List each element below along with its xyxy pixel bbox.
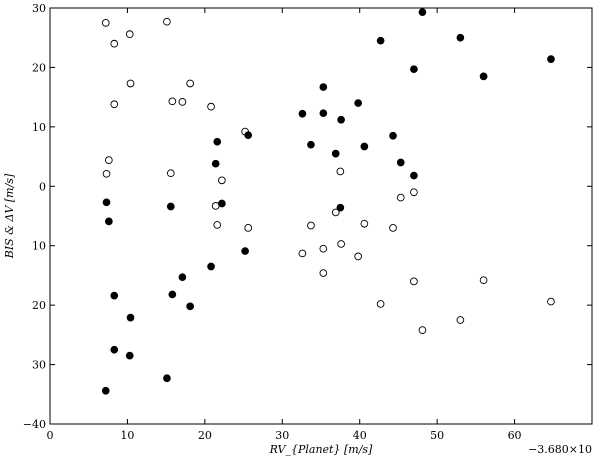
filled-circle-point [337, 115, 345, 124]
open-circle-point [410, 277, 418, 286]
filled-circle-point [104, 217, 113, 226]
y-tick-label: 30 [32, 2, 46, 15]
x-tick-label: 50 [430, 429, 444, 442]
filled-circle-point [410, 171, 418, 180]
filled-circle-point [354, 99, 363, 107]
axis-ticks: 0 10 20 30 40 50 60 −40 30 20 10 0 10 20 30 [23, 2, 593, 442]
filled-circle-point [479, 72, 488, 81]
filled-circle-point [125, 351, 134, 360]
filled-circle-point [101, 386, 110, 395]
open-circle-point [213, 221, 222, 229]
filled-circle-point [418, 8, 427, 17]
open-circle-point [126, 79, 135, 88]
open-circle-point [168, 97, 177, 106]
open-circle-point [102, 169, 111, 178]
filled-circle-point [319, 83, 328, 91]
open-circle-point [110, 100, 119, 109]
y-tick-label: 20 [32, 61, 46, 74]
plot-frame [49, 7, 593, 425]
open-circle-point [479, 276, 488, 285]
filled-circle-point [166, 202, 175, 211]
filled-circle-point [163, 374, 171, 383]
open-circle-point [186, 79, 194, 88]
filled-circle-point [331, 149, 340, 158]
x-tick-label: 60 [508, 429, 522, 442]
y-tick-label: 20 [32, 299, 46, 312]
filled-circle-point [360, 142, 369, 151]
filled-circle-point [336, 203, 345, 212]
filled-circle-point [178, 273, 187, 282]
filled-circle-point [307, 140, 315, 149]
filled-circle-series [101, 8, 555, 395]
open-circle-point [178, 98, 187, 106]
filled-circle-point [396, 158, 405, 167]
x-tick-label: 0 [47, 429, 54, 442]
filled-circle-point [168, 290, 177, 299]
filled-circle-point [110, 291, 119, 300]
open-circle-point [547, 297, 555, 306]
filled-circle-point [126, 313, 135, 322]
open-circle-point [418, 326, 427, 334]
filled-circle-point [207, 262, 215, 271]
y-tick-label: 10 [32, 240, 46, 253]
open-circle-point [376, 300, 385, 308]
open-circle-point [125, 30, 134, 38]
open-circle-point [336, 167, 345, 176]
x-tick-label: 20 [198, 429, 212, 442]
open-circle-point [298, 249, 307, 258]
open-circle-point [360, 219, 369, 228]
open-circle-point [163, 17, 171, 26]
filled-circle-point [389, 131, 397, 140]
open-circle-point [389, 224, 397, 232]
filled-circle-point [102, 198, 111, 207]
filled-circle-point [218, 199, 226, 208]
y-tick-label: 30 [32, 359, 46, 372]
open-circle-point [101, 19, 110, 27]
open-circle-point [410, 188, 418, 197]
open-circle-point [319, 269, 328, 277]
open-circle-point [166, 169, 175, 178]
filled-circle-point [547, 55, 555, 63]
filled-circle-point [186, 302, 194, 311]
filled-circle-point [211, 159, 220, 168]
filled-circle-point [410, 65, 418, 74]
filled-circle-point [110, 345, 119, 354]
open-circle-point [110, 39, 119, 48]
x-offset-label: −3.680×10 [528, 443, 592, 456]
y-tick-label: 10 [32, 121, 46, 134]
open-circle-point [319, 244, 328, 253]
y-axis-title: BIS & ΔV [m/s] [3, 173, 16, 259]
filled-circle-point [241, 247, 249, 255]
open-circle-point [337, 240, 345, 248]
open-circle-point [207, 102, 215, 111]
filled-circle-point [298, 109, 307, 118]
filled-circle-point [376, 36, 385, 45]
x-tick-label: 40 [353, 429, 367, 442]
y-tick-label: −40 [23, 418, 46, 431]
x-tick-label: 30 [275, 429, 289, 442]
open-circle-series [101, 17, 555, 334]
filled-circle-point [319, 109, 328, 118]
open-circle-point [218, 176, 226, 185]
open-circle-point [104, 156, 113, 164]
open-circle-point [307, 221, 315, 230]
open-circle-point [396, 193, 405, 202]
y-tick-label: 0 [39, 180, 46, 193]
filled-circle-point [213, 137, 222, 146]
x-tick-label: 10 [120, 429, 134, 442]
open-circle-point [331, 208, 340, 217]
filled-circle-point [456, 33, 465, 42]
open-circle-point [354, 252, 363, 261]
filled-circle-point [244, 131, 253, 140]
x-axis-title: RV_{Planet} [m/s] [269, 443, 373, 456]
open-circle-point [456, 316, 465, 324]
open-circle-point [244, 224, 253, 232]
